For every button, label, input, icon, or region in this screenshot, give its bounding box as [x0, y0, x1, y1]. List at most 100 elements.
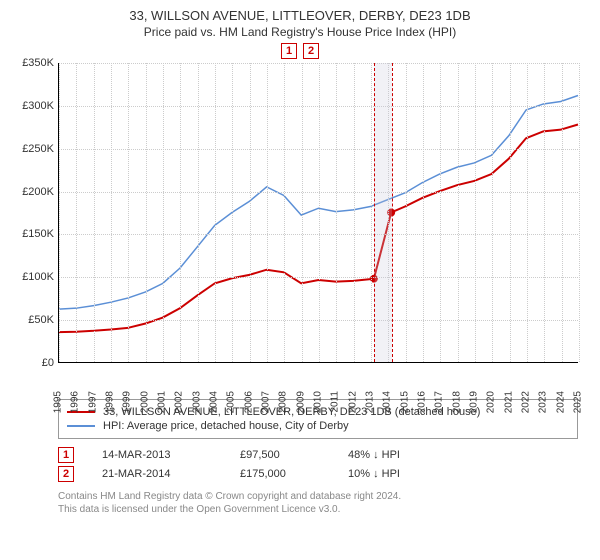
gridline-x — [180, 63, 181, 362]
x-tick-label: 2009 — [295, 391, 306, 413]
x-tick-label: 2025 — [573, 391, 584, 413]
events-row-1-date: 21-MAR-2014 — [102, 468, 212, 480]
events-row-0-id: 1 — [58, 447, 74, 463]
footer-line-1: Contains HM Land Registry data © Crown c… — [58, 490, 578, 503]
event-marker-1: 1 — [281, 43, 297, 59]
legend-swatch-1 — [67, 425, 95, 427]
x-tick-label: 2014 — [382, 391, 393, 413]
y-tick-label: £0 — [42, 357, 54, 369]
gridline-x — [319, 63, 320, 362]
gridline-x — [59, 63, 60, 362]
x-tick-label: 2022 — [521, 391, 532, 413]
events-row-1-id: 2 — [58, 466, 74, 482]
gridline-x — [198, 63, 199, 362]
chart-title-block: 33, WILLSON AVENUE, LITTLEOVER, DERBY, D… — [12, 8, 588, 59]
x-tick-label: 2015 — [399, 391, 410, 413]
x-tick-label: 2000 — [139, 391, 150, 413]
x-tick-label: 2023 — [538, 391, 549, 413]
gridline-x — [354, 63, 355, 362]
y-tick-label: £100K — [22, 271, 54, 283]
x-tick-label: 2012 — [347, 391, 358, 413]
y-tick-label: £350K — [22, 57, 54, 69]
events-table: 1 14-MAR-2013 £97,500 48% ↓ HPI 2 21-MAR… — [58, 447, 578, 482]
x-tick-label: 2004 — [209, 391, 220, 413]
gridline-x — [284, 63, 285, 362]
gridline-x — [302, 63, 303, 362]
gridline-x — [76, 63, 77, 362]
footer: Contains HM Land Registry data © Crown c… — [58, 490, 578, 516]
y-tick-label: £150K — [22, 228, 54, 240]
y-tick-label: £300K — [22, 100, 54, 112]
x-tick-label: 2019 — [469, 391, 480, 413]
gridline-x — [267, 63, 268, 362]
gridline-x — [492, 63, 493, 362]
x-tick-label: 1998 — [105, 391, 116, 413]
chart-title-main: 33, WILLSON AVENUE, LITTLEOVER, DERBY, D… — [12, 8, 588, 23]
gridline-x — [475, 63, 476, 362]
x-tick-label: 2006 — [243, 391, 254, 413]
event-band — [374, 63, 391, 362]
gridline-x — [215, 63, 216, 362]
x-tick-label: 2010 — [313, 391, 324, 413]
legend-area: 33, WILLSON AVENUE, LITTLEOVER, DERBY, D… — [58, 399, 578, 516]
x-tick-label: 2011 — [330, 391, 341, 413]
gridline-x — [544, 63, 545, 362]
x-axis-labels: 1995199619971998199920002001200220032004… — [58, 363, 578, 393]
x-tick-label: 2002 — [174, 391, 185, 413]
x-tick-label: 2018 — [451, 391, 462, 413]
chart-title-sub: Price paid vs. HM Land Registry's House … — [12, 25, 588, 39]
x-tick-label: 2003 — [191, 391, 202, 413]
event-line — [392, 63, 393, 362]
events-row-0: 1 14-MAR-2013 £97,500 48% ↓ HPI — [58, 447, 578, 463]
events-row-0-price: £97,500 — [240, 449, 320, 461]
x-tick-label: 2021 — [503, 391, 514, 413]
gridline-x — [406, 63, 407, 362]
gridline-x — [146, 63, 147, 362]
legend-row-1: HPI: Average price, detached house, City… — [67, 420, 569, 432]
x-tick-label: 2020 — [486, 391, 497, 413]
y-tick-label: £250K — [22, 143, 54, 155]
gridline-x — [250, 63, 251, 362]
gridline-x — [579, 63, 580, 362]
x-tick-label: 2005 — [226, 391, 237, 413]
gridline-x — [527, 63, 528, 362]
gridline-x — [163, 63, 164, 362]
x-tick-label: 2024 — [555, 391, 566, 413]
x-tick-label: 2001 — [157, 391, 168, 413]
events-row-0-date: 14-MAR-2013 — [102, 449, 212, 461]
gridline-x — [94, 63, 95, 362]
x-tick-label: 1999 — [122, 391, 133, 413]
events-row-1: 2 21-MAR-2014 £175,000 10% ↓ HPI — [58, 466, 578, 482]
gridline-x — [111, 63, 112, 362]
gridline-x — [440, 63, 441, 362]
x-tick-label: 2007 — [261, 391, 272, 413]
gridline-x — [128, 63, 129, 362]
event-marker-row: 1 2 — [12, 43, 588, 59]
gridline-x — [510, 63, 511, 362]
x-tick-label: 2017 — [434, 391, 445, 413]
gridline-x — [371, 63, 372, 362]
gridline-x — [458, 63, 459, 362]
events-row-1-price: £175,000 — [240, 468, 320, 480]
y-axis-labels: £0£50K£100K£150K£200K£250K£300K£350K — [12, 63, 56, 363]
gridline-x — [423, 63, 424, 362]
footer-line-2: This data is licensed under the Open Gov… — [58, 503, 578, 516]
events-row-0-diff: 48% ↓ HPI — [348, 449, 438, 461]
gridline-x — [336, 63, 337, 362]
event-line — [374, 63, 375, 362]
events-row-1-diff: 10% ↓ HPI — [348, 468, 438, 480]
chart-area: £0£50K£100K£150K£200K£250K£300K£350K 199… — [12, 63, 588, 393]
x-tick-label: 1996 — [70, 391, 81, 413]
x-tick-label: 2016 — [417, 391, 428, 413]
x-tick-label: 1997 — [87, 391, 98, 413]
gridline-x — [232, 63, 233, 362]
plot-area — [58, 63, 578, 363]
gridline-x — [562, 63, 563, 362]
y-tick-label: £50K — [28, 314, 54, 326]
x-tick-label: 2013 — [365, 391, 376, 413]
y-tick-label: £200K — [22, 186, 54, 198]
event-marker-2: 2 — [303, 43, 319, 59]
x-tick-label: 2008 — [278, 391, 289, 413]
legend-label-1: HPI: Average price, detached house, City… — [103, 420, 349, 432]
x-tick-label: 1995 — [53, 391, 64, 413]
